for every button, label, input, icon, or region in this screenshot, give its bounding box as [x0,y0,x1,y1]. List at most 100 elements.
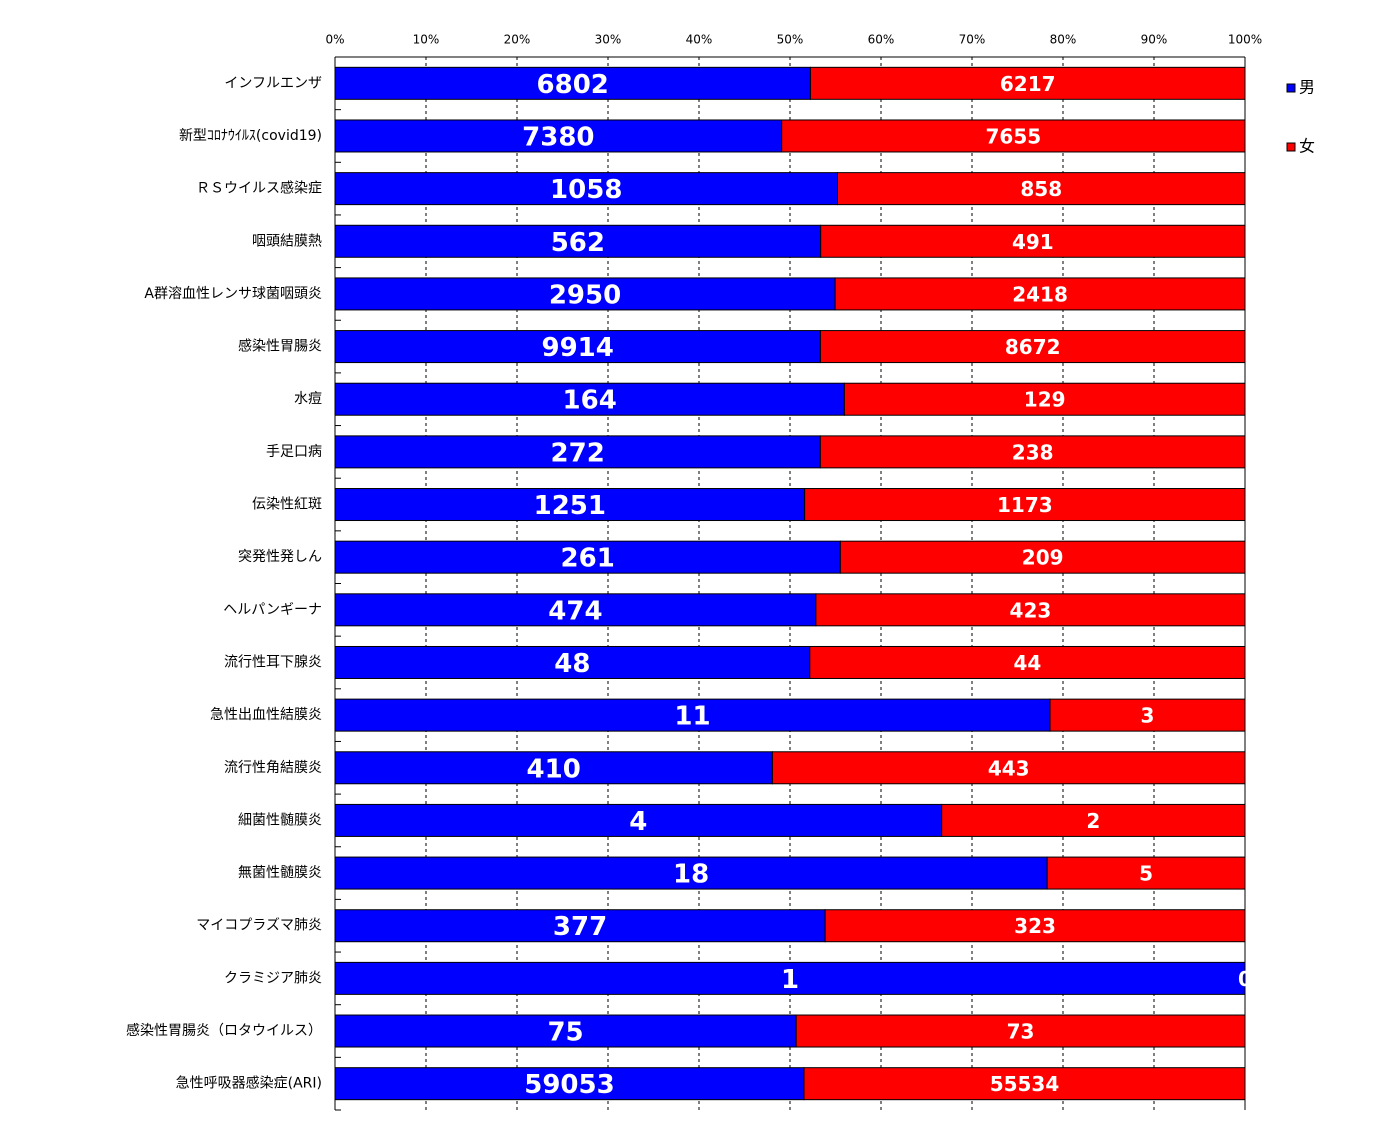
value-label: 209 [1022,546,1064,570]
bar-segment [334,330,821,364]
bar-segment [334,1067,805,1101]
value-label: 164 [563,386,617,416]
x-tick-label: 100% [1228,33,1262,47]
y-tick-label: 無菌性髄膜炎 [238,865,322,881]
x-tick-label: 70% [959,33,986,47]
value-label: 474 [548,596,602,626]
value-label: 2950 [549,280,621,310]
bar-segment [334,119,783,153]
value-label: 59053 [524,1070,614,1100]
value-label: 423 [1010,598,1052,622]
x-tick-label: 80% [1050,33,1077,47]
x-tick-label: 30% [595,33,622,47]
y-tick-label: 感染性胃腸炎 [238,338,322,355]
x-tick-label: 90% [1141,33,1168,47]
bar-segment [804,488,1246,522]
x-tick-label: 0% [325,33,344,47]
y-tick-label: 感染性胃腸炎（ロタウイルス） [126,1022,322,1039]
bar-segment [334,909,826,943]
bar-segment [834,277,1246,311]
value-label: 44 [1013,651,1041,675]
bar-segment [334,1014,797,1048]
value-label: 129 [1024,388,1066,412]
value-label: 2 [1086,809,1100,833]
value-label: 75 [547,1018,583,1048]
value-label: 443 [988,756,1030,780]
value-label: 6802 [537,70,609,100]
y-tick-label: インフルエンザ [224,75,322,91]
value-label: 1173 [997,493,1053,517]
value-label: 858 [1020,177,1062,201]
value-label: 5 [1139,862,1153,886]
y-tick-label: 突発性発しん [238,549,322,565]
bar-segment [843,382,1246,416]
value-label: 55534 [990,1072,1060,1096]
bar-segment [334,856,1048,890]
legend-label: 男 [1299,78,1315,97]
value-label: 323 [1014,914,1056,938]
bar-segment [815,593,1246,627]
bar-segment [824,909,1246,943]
value-label: 491 [1012,230,1054,254]
bar-segment [334,593,817,627]
y-tick-label: 伝染性紅斑 [252,497,322,513]
bar-segment [334,540,841,574]
bar-segment [839,540,1246,574]
y-tick-label: 流行性角結膜炎 [224,760,322,776]
value-label: 18 [673,860,709,890]
y-tick-label: 流行性耳下腺炎 [224,654,322,670]
bar-segment [781,119,1246,153]
x-tick-label: 40% [686,33,713,47]
y-tick-label: 水痘 [294,391,322,407]
y-tick-label: 咽頭結膜熱 [252,233,322,249]
value-label: 8672 [1005,335,1061,359]
bar-segment [334,698,1051,732]
x-tick-label: 20% [504,33,531,47]
y-tick-label: クラミジア肺炎 [224,970,322,986]
bar-segment [820,224,1246,258]
bar-segment [1046,856,1246,890]
value-label: 0 [1238,967,1252,991]
value-label: 48 [554,649,590,679]
y-tick-label: マイコプラズマ肺炎 [196,918,322,934]
bar-segment [334,172,838,206]
value-label: 238 [1012,440,1054,464]
value-label: 1058 [550,175,622,205]
bar-segment [334,751,773,785]
value-label: 3 [1141,704,1155,728]
bar-segment [809,645,1246,679]
bar-segment [836,172,1246,206]
value-label: 6217 [1000,72,1056,96]
bar-segment [795,1014,1246,1048]
value-label: 261 [561,544,615,574]
legend-label: 女 [1299,137,1315,156]
value-label: 562 [551,228,605,258]
value-label: 7380 [522,122,594,152]
y-tick-label: ヘルパンギーナ [223,602,322,618]
y-tick-label: ＲＳウイルス感染症 [196,180,322,197]
y-tick-label: 急性出血性結膜炎 [210,707,322,723]
value-label: 377 [553,912,607,942]
bar-segment [803,1067,1246,1101]
value-label: 73 [1007,1020,1035,1044]
value-label: 11 [674,702,710,732]
x-tick-label: 10% [413,33,440,47]
bar-segment [334,961,1246,995]
y-tick-label: A群溶血性レンサ球菌咽頭炎 [144,286,322,302]
y-tick-label: 新型ｺﾛﾅｳｲﾙｽ(covid19) [179,128,322,144]
value-label: 2418 [1012,282,1068,306]
bar-segment [334,488,806,522]
bar-segment [819,330,1246,364]
bar-segment [334,435,821,469]
value-label: 1251 [534,491,606,521]
bar-segment [334,224,822,258]
bar-segment [941,803,1246,837]
value-label: 410 [527,754,581,784]
value-label: 9914 [542,333,614,363]
bar-segment [771,751,1246,785]
value-label: 272 [551,438,605,468]
legend-swatch [1286,142,1296,152]
value-label: 1 [781,965,799,995]
x-tick-label: 50% [777,33,804,47]
